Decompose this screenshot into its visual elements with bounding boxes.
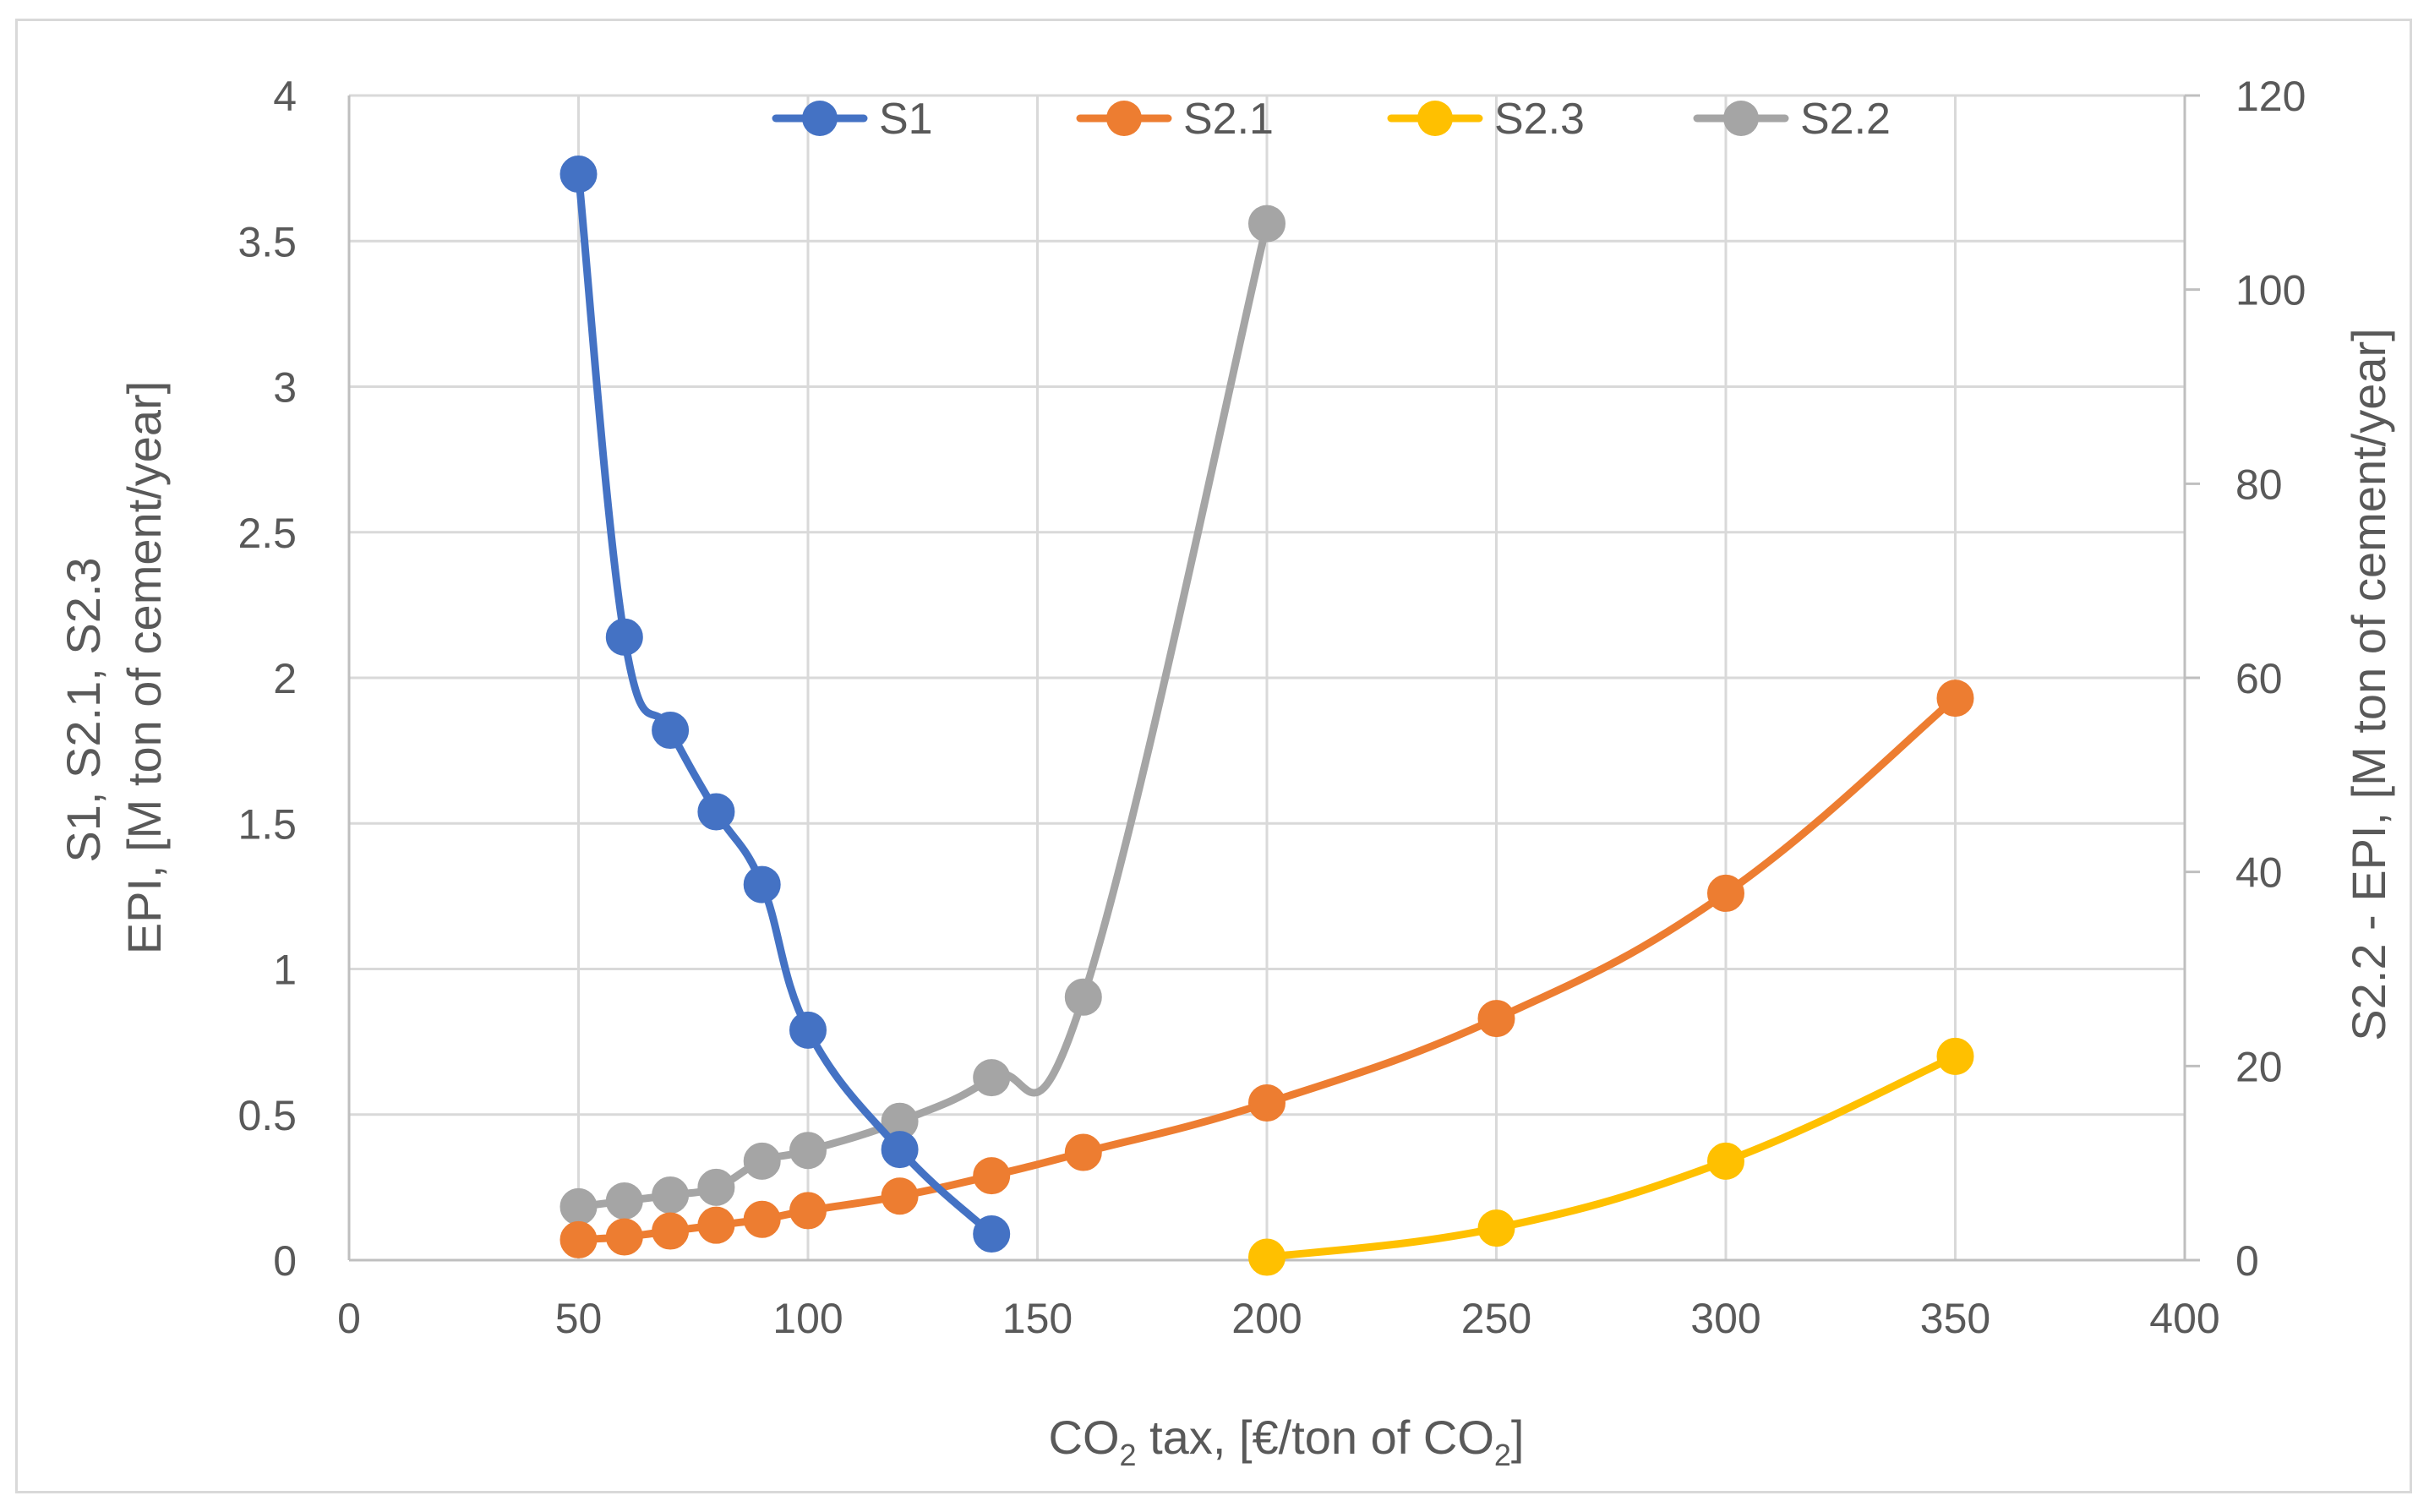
x-tick-label: 100 (772, 1295, 843, 1342)
data-point-s2-1 (881, 1177, 919, 1215)
data-point-s2-2 (697, 1168, 735, 1206)
x-tick-label: 300 (1690, 1295, 1760, 1342)
left-tick-label: 3.5 (237, 218, 297, 265)
data-point-s2-1 (1064, 1133, 1102, 1171)
legend-marker-s1 (802, 101, 838, 136)
legend-label-s2-3: S2.3 (1494, 95, 1585, 144)
left-tick-label: 0 (273, 1237, 297, 1285)
right-tick-label: 0 (2235, 1237, 2259, 1285)
data-point-s1 (559, 156, 598, 194)
x-tick-label: 400 (2149, 1295, 2219, 1342)
data-point-s2-3 (1477, 1209, 1515, 1247)
series-line-s2-3 (1263, 1052, 1959, 1262)
data-point-s2-2 (559, 1187, 598, 1225)
data-point-s2-1 (743, 1200, 781, 1238)
series-s2-2 (559, 205, 1285, 1225)
data-point-s2-2 (973, 1059, 1011, 1097)
legend-label-s2-1: S2.1 (1183, 95, 1274, 144)
data-point-s2-3 (1936, 1037, 1974, 1075)
left-tick-label: 0.5 (237, 1092, 297, 1139)
data-point-s1 (697, 793, 735, 831)
data-point-s2-1 (605, 1218, 643, 1256)
x-tick-label: 200 (1231, 1295, 1302, 1342)
series-s2-3 (1248, 1037, 1974, 1276)
data-point-s2-1 (973, 1157, 1011, 1195)
chart-frame (15, 19, 2412, 1493)
series-s1 (559, 156, 1011, 1253)
left-axis-ticks: 0 0.5 1 1.5 2 2.5 3 3.5 4 (237, 73, 297, 1285)
legend-label-s2-2: S2.2 (1800, 95, 1891, 144)
left-tick-label: 2.5 (237, 510, 297, 557)
right-tick-label: 100 (2235, 267, 2306, 314)
right-tick-label: 120 (2235, 73, 2306, 120)
left-tick-label: 1.5 (237, 800, 297, 848)
data-point-s2-1 (697, 1206, 735, 1244)
left-tick-label: 3 (273, 364, 297, 412)
data-point-s2-3 (1707, 1142, 1744, 1180)
left-tick-label: 1 (273, 947, 297, 994)
legend-marker-s2-3 (1417, 101, 1453, 136)
right-axis-title: S2.2 - EPI, [M ton of cement/year] (2342, 328, 2395, 1040)
data-point-s2-2 (743, 1142, 781, 1180)
x-tick-label: 150 (1002, 1295, 1073, 1342)
data-point-s1 (881, 1131, 919, 1169)
data-point-s2-1 (1477, 1000, 1515, 1038)
data-point-s2-1 (1707, 874, 1744, 912)
legend-item-s2-1: S2.1 (1076, 95, 1274, 144)
data-point-s2-3 (1248, 1238, 1285, 1276)
right-tick-label: 80 (2235, 461, 2283, 508)
series-s2-1 (559, 680, 1974, 1258)
x-tick-label: 0 (337, 1295, 361, 1342)
data-point-s2-2 (1248, 205, 1285, 243)
x-axis-title: CO2 tax, [€/ton of CO2] (1049, 1411, 1525, 1472)
data-point-s2-2 (652, 1176, 690, 1215)
left-axis-title-line1: S1, S2.1, S2.3 (57, 557, 110, 862)
data-point-s2-1 (1936, 680, 1974, 718)
data-point-s2-2 (789, 1132, 827, 1170)
series-line-s1 (575, 170, 996, 1238)
legend-item-s2-3: S2.3 (1387, 95, 1585, 144)
x-tick-label: 250 (1461, 1295, 1531, 1342)
data-point-s1 (743, 865, 781, 903)
left-axis-title-line2: EPI, [M ton of cement/year] (117, 381, 171, 955)
right-tick-label: 60 (2235, 655, 2283, 702)
x-axis-ticks: 0 50 100 150 200 250 300 350 400 (337, 1295, 2220, 1342)
legend-marker-s2-1 (1106, 101, 1142, 136)
data-point-s1 (605, 618, 643, 656)
data-point-s2-1 (1248, 1084, 1285, 1122)
left-tick-label: 4 (273, 73, 297, 120)
data-point-s2-2 (605, 1182, 643, 1220)
legend-label-s1: S1 (879, 95, 933, 144)
legend-marker-s2-2 (1723, 101, 1759, 136)
right-tick-label: 20 (2235, 1043, 2283, 1090)
data-point-s1 (652, 712, 690, 750)
data-point-s1 (789, 1011, 827, 1049)
series-line-s2-2 (575, 220, 1271, 1211)
legend-item-s1: S1 (772, 95, 933, 144)
data-point-s2-1 (652, 1212, 690, 1250)
right-tick-label: 40 (2235, 849, 2283, 897)
data-point-s2-1 (559, 1220, 598, 1258)
legend-item-s2-2: S2.2 (1693, 95, 1891, 144)
right-axis-ticks: 0 20 40 60 80 100 120 (2235, 73, 2306, 1285)
data-point-s2-2 (1064, 978, 1102, 1016)
series-group (559, 156, 1974, 1276)
left-tick-label: 2 (273, 655, 297, 702)
x-tick-label: 350 (1920, 1295, 1990, 1342)
data-point-s1 (973, 1215, 1011, 1253)
x-tick-label: 50 (555, 1295, 603, 1342)
data-point-s2-1 (789, 1192, 827, 1230)
legend: S1 S2.1 S2.3 S2.2 (772, 95, 1891, 144)
